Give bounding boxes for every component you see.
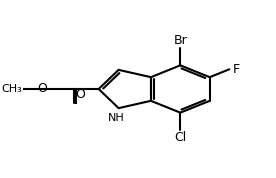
Text: O: O (37, 82, 47, 96)
Text: CH₃: CH₃ (1, 84, 22, 94)
Text: F: F (233, 63, 240, 76)
Text: Br: Br (173, 34, 187, 47)
Text: O: O (75, 88, 85, 101)
Text: NH: NH (108, 112, 124, 122)
Text: Cl: Cl (174, 131, 186, 144)
